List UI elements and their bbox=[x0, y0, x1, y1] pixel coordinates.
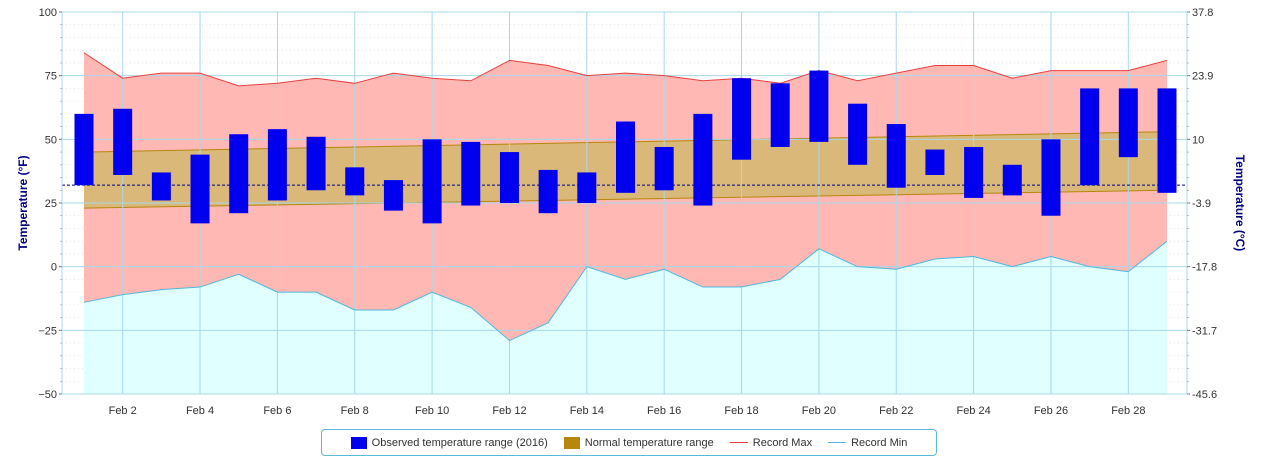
x-tick-label: Feb 4 bbox=[186, 405, 214, 417]
observed-bar-day-7 bbox=[306, 136, 326, 191]
left-tick-label: −25 bbox=[38, 325, 57, 337]
observed-bar-day-20 bbox=[809, 70, 829, 142]
observed-bar-day-10 bbox=[422, 139, 442, 224]
right-tick-label: -3.9 bbox=[1192, 198, 1211, 210]
x-tick-label: Feb 26 bbox=[1034, 405, 1068, 417]
legend-item-record-max[interactable]: Record Max bbox=[729, 436, 813, 449]
observed-bar-day-16 bbox=[654, 146, 674, 191]
observed-bar-day-27 bbox=[1080, 88, 1100, 186]
record-max-line bbox=[83, 52, 1168, 87]
normal-low-line bbox=[83, 189, 1168, 209]
right-tick-label: -31.7 bbox=[1192, 325, 1217, 337]
legend-swatch-normal bbox=[563, 436, 580, 449]
left-axis-title: Temperature (°F) bbox=[16, 155, 30, 250]
observed-bar-day-6 bbox=[267, 129, 287, 201]
right-tick-label: -45.6 bbox=[1192, 389, 1217, 401]
chart-legend: Observed temperature range (2016) Normal… bbox=[321, 429, 937, 456]
observed-bar-day-26 bbox=[1041, 139, 1061, 216]
legend-swatch-record-max bbox=[729, 442, 748, 443]
x-tick-label: Feb 2 bbox=[109, 405, 137, 417]
x-tick-label: Feb 12 bbox=[492, 405, 526, 417]
legend-swatch-observed bbox=[350, 436, 367, 449]
right-axis-title: Temperature (°C) bbox=[1233, 155, 1247, 252]
left-tick-label: 50 bbox=[45, 134, 57, 146]
observed-bar-day-5 bbox=[229, 134, 249, 214]
observed-bar-day-14 bbox=[577, 172, 597, 203]
x-tick-label: Feb 24 bbox=[956, 405, 990, 417]
observed-bar-day-28 bbox=[1118, 88, 1138, 158]
observed-bar-day-9 bbox=[383, 180, 403, 211]
right-tick-label: 23.9 bbox=[1192, 71, 1213, 83]
legend-item-record-min[interactable]: Record Min bbox=[828, 437, 907, 449]
observed-bar-day-1 bbox=[74, 113, 94, 186]
legend-swatch-record-min bbox=[828, 442, 847, 443]
observed-bar-day-3 bbox=[151, 172, 171, 201]
x-tick-label: Feb 20 bbox=[802, 405, 836, 417]
legend-label-normal: Normal temperature range bbox=[584, 436, 714, 449]
x-tick-label: Feb 16 bbox=[647, 405, 681, 417]
x-tick-label: Feb 28 bbox=[1111, 405, 1145, 417]
observed-bar-day-17 bbox=[693, 113, 713, 206]
observed-bar-day-12 bbox=[499, 152, 519, 203]
x-tick-label: Feb 6 bbox=[263, 405, 291, 417]
observed-bar-day-15 bbox=[616, 121, 635, 193]
left-tick-label: 25 bbox=[45, 198, 57, 210]
observed-bar-day-23 bbox=[925, 149, 945, 175]
legend-label-record-min: Record Min bbox=[851, 436, 908, 449]
observed-bar-day-18 bbox=[732, 78, 752, 160]
x-tick-label: Feb 14 bbox=[570, 405, 604, 417]
record-min-line bbox=[83, 240, 1168, 342]
legend-item-normal[interactable]: Normal temperature range bbox=[563, 436, 714, 449]
observed-bar-day-2 bbox=[113, 108, 133, 175]
observed-bar-day-19 bbox=[770, 83, 790, 147]
observed-bar-day-25 bbox=[1002, 164, 1022, 196]
x-tick-label: Feb 18 bbox=[724, 405, 758, 417]
left-tick-label: 0 bbox=[51, 262, 57, 274]
legend-label-observed: Observed temperature range (2016) bbox=[371, 436, 548, 449]
observed-bar-day-11 bbox=[461, 141, 481, 206]
right-tick-label: 10 bbox=[1192, 134, 1204, 146]
legend-label-record-max: Record Max bbox=[752, 436, 813, 449]
observed-bar-day-8 bbox=[345, 167, 365, 196]
observed-bar-day-24 bbox=[964, 146, 984, 198]
legend-item-observed[interactable]: Observed temperature range (2016) bbox=[350, 436, 548, 449]
left-tick-label: 75 bbox=[45, 71, 57, 83]
observed-bar-day-22 bbox=[886, 124, 906, 188]
left-tick-label: −50 bbox=[38, 389, 57, 401]
left-tick-label: 100 bbox=[39, 7, 57, 19]
x-tick-label: Feb 10 bbox=[415, 405, 449, 417]
observed-bar-day-29 bbox=[1157, 88, 1177, 193]
x-tick-label: Feb 22 bbox=[879, 405, 913, 417]
right-tick-label: -17.8 bbox=[1192, 262, 1217, 274]
observed-bar-day-4 bbox=[190, 154, 210, 224]
right-tick-label: 37.8 bbox=[1192, 7, 1213, 19]
x-tick-label: Feb 8 bbox=[341, 405, 369, 417]
observed-bar-day-13 bbox=[538, 169, 558, 214]
observed-bar-day-21 bbox=[848, 103, 868, 165]
